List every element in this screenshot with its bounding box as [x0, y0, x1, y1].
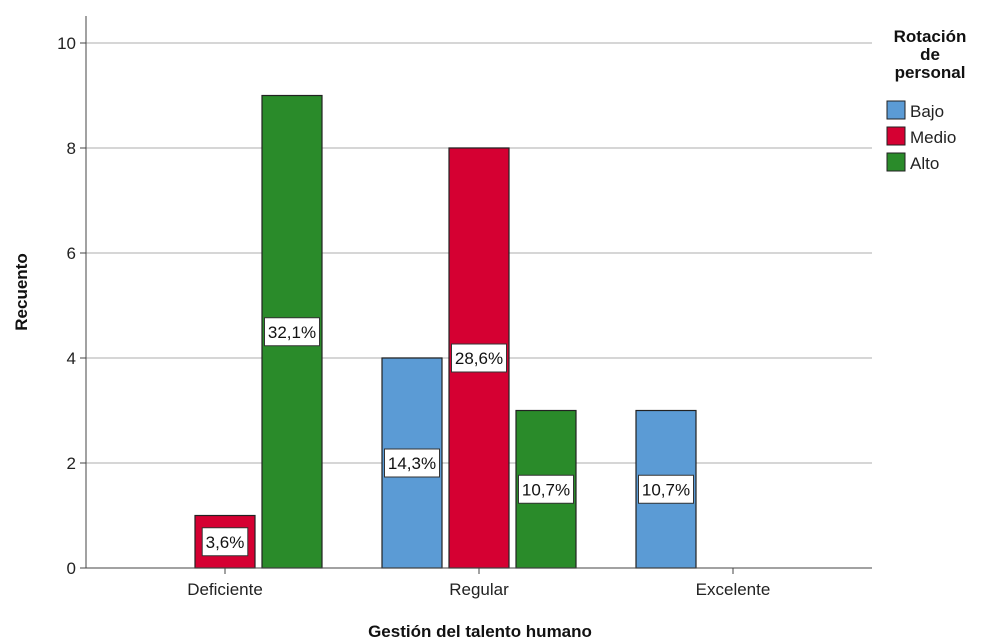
legend-title: de	[920, 45, 940, 64]
data-label: 3,6%	[201, 527, 249, 557]
data-label-box	[451, 343, 507, 373]
legend-label: Medio	[910, 128, 956, 147]
y-axis-title: Recuento	[12, 253, 31, 330]
data-label: 10,7%	[518, 474, 574, 504]
data-label: 32,1%	[264, 317, 320, 347]
data-label-text: 14,3%	[388, 454, 436, 473]
data-label-box	[518, 474, 574, 504]
data-label-text: 10,7%	[522, 480, 570, 499]
data-label-box	[384, 448, 440, 478]
data-label-box	[201, 527, 249, 557]
y-tick-label: 10	[57, 34, 76, 53]
data-label-text: 28,6%	[455, 349, 503, 368]
legend-title: personal	[895, 63, 966, 82]
x-tick-label: Regular	[449, 580, 509, 599]
x-axis-title: Gestión del talento humano	[368, 622, 592, 638]
data-label-text: 3,6%	[206, 533, 245, 552]
legend-swatch	[886, 100, 906, 120]
data-label-box	[264, 317, 320, 347]
legend-title: Rotación	[894, 27, 967, 46]
data-label: 28,6%	[451, 343, 507, 373]
axes	[80, 16, 872, 574]
data-label-box	[638, 474, 694, 504]
y-tick-label: 4	[67, 349, 76, 368]
y-tick-label: 6	[67, 244, 76, 263]
data-label-text: 32,1%	[268, 323, 316, 342]
x-tick-labels: Deficiente Regular Excelente	[187, 580, 770, 599]
y-tick-label: 8	[67, 139, 76, 158]
data-label-text: 10,7%	[642, 480, 690, 499]
x-tick-label: Deficiente	[187, 580, 263, 599]
legend-swatch	[886, 152, 906, 172]
y-tick-label: 0	[67, 559, 76, 578]
legend-label: Bajo	[910, 102, 944, 121]
data-label: 14,3%	[384, 448, 440, 478]
x-tick-label: Excelente	[696, 580, 771, 599]
data-label: 10,7%	[638, 474, 694, 504]
y-tick-label: 2	[67, 454, 76, 473]
data-labels: 3,6% 32,1% 14,3% 28,6% 10,7% 10,7%	[201, 317, 694, 557]
legend-swatch	[886, 126, 906, 146]
y-tick-labels: 0 2 4 6 8 10	[57, 34, 76, 578]
legend-label: Alto	[910, 154, 939, 173]
